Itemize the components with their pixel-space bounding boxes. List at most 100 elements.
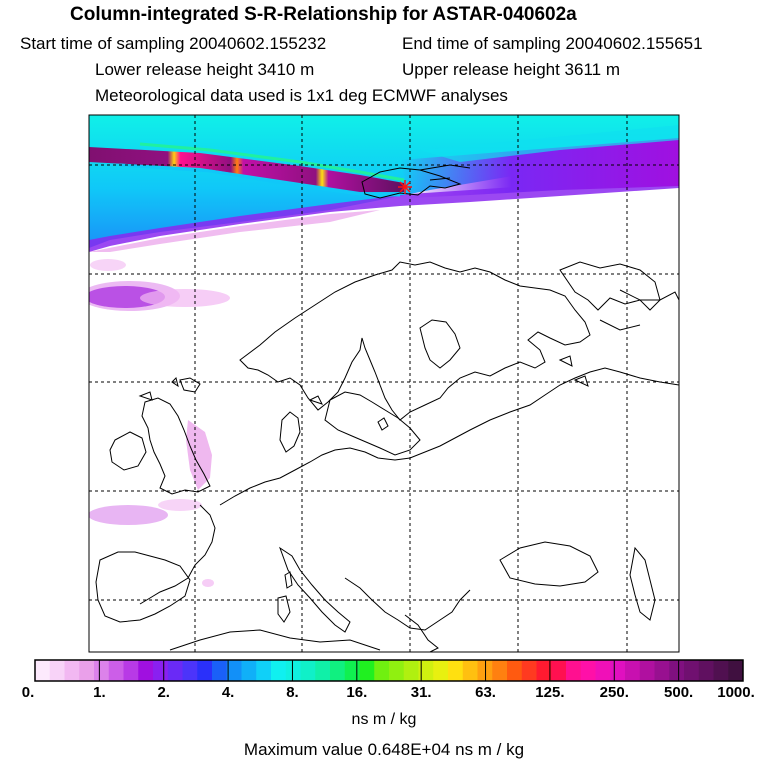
colorbar-cell [256,660,272,681]
colorbar-cell [330,660,346,681]
coastline-iceland [179,377,201,393]
colorbar-cell [300,660,316,681]
plume-core-edge-lower [119,163,401,197]
colorbar-cell [35,660,51,681]
plume-patch-uk [186,420,212,490]
colorbar-cell [285,660,301,681]
colorbar-tick-label: 2. [157,684,170,701]
colorbar-tick-label: 16. [346,684,368,701]
colorbar-cell [610,660,626,681]
coastline-greece [404,614,439,652]
colorbar-cell [462,660,478,681]
coastline-black-sea [499,541,599,587]
colorbar-cell [698,660,714,681]
start-time-label: Start time of sampling 20040602.155232 [20,34,327,53]
colorbar-tick-label: 500. [664,684,694,701]
colorbar-cell [566,660,582,681]
coastline-sardinia [277,595,291,623]
colorbar-cell [507,660,523,681]
plume-patch-atlantic-pink [140,289,230,307]
colorbar-cell [595,660,611,681]
colorbar-cell [197,660,213,681]
colorbar-cell [551,660,567,681]
colorbar-unit-label: ns m / kg [351,711,417,728]
plume-patch-iberia [202,579,214,587]
release-site-marker [398,180,412,194]
colorbar-cell [713,660,729,681]
plume-region-east [400,138,679,198]
concentration-field [89,115,679,587]
coastline-africa [169,629,381,651]
coastline-svalbard [361,167,462,199]
colorbar-cell [684,660,700,681]
colorbar-cells [35,660,744,681]
plume-core-streak [89,147,404,192]
colorbar-cell [241,660,257,681]
colorbar-tick-label: 125. [535,684,565,701]
colorbar-cell [654,660,670,681]
colorbar-frame [34,659,744,682]
colorbar-cell [728,660,744,681]
colorbar-tick-label: 63. [475,684,496,701]
plume-region-pink-fringe [89,210,380,252]
plume-region-violet [89,178,679,252]
colorbar-cell [433,660,449,681]
plume-patch-pink-1 [90,259,126,271]
colorbar-tick-label: 0. [21,684,35,701]
coastline-shetland [138,377,179,401]
colorbar-cell [79,660,95,681]
plume-patch-channel [89,505,168,525]
coastline-caspian [629,546,656,621]
colorbar-tick-label: 8. [286,684,299,701]
colorbar-tick-label: 1000. [717,684,755,701]
colorbar-tick-label: 1. [93,684,106,701]
colorbar-cell [344,660,360,681]
colorbar-cell [94,660,110,681]
plot-title: Column-integrated S-R-Relationship for A… [70,4,577,25]
colorbar-cell [521,660,537,681]
colorbar-cell [226,660,242,681]
colorbar-cell [580,660,596,681]
colorbar-cell [212,660,228,681]
colorbar-cell [403,660,419,681]
colorbar-cell [536,660,552,681]
colorbar-cell [625,660,641,681]
colorbar-cell [138,660,154,681]
coastline-corsica [284,571,293,589]
coastline-scandinavia [239,261,591,421]
met-data-label: Meteorological data used is 1x1 deg ECMW… [95,86,508,105]
coastline-iberia [95,551,191,623]
colorbar-cell [108,660,124,681]
graticule [89,115,679,652]
coastline-gotland [377,417,389,431]
colorbar-cell [389,660,405,681]
lower-release-label: Lower release height 3410 m [95,60,315,79]
colorbar-cell [182,660,198,681]
colorbar-cell [374,660,390,681]
colorbar-cell [49,660,65,681]
colorbar-tick-label: 250. [599,684,629,701]
coastline-novaya-zemlya [599,289,679,331]
colorbar-cell [167,660,183,681]
colorbar-tick-label: 4. [221,684,235,701]
colorbar-cell [359,660,375,681]
coastline-misc [308,355,589,405]
end-time-label: End time of sampling 20040602.155651 [402,34,703,53]
colorbar-cell [669,660,685,681]
colorbar-cell [448,660,464,681]
coastline-jutland [279,411,301,453]
plume-region-east-cyan [420,125,679,162]
colorbar-cell [492,660,508,681]
coastline-ireland [109,431,147,471]
coastline-continent [219,367,679,506]
coastline-baltic [324,391,421,456]
colorbar-cell [64,660,80,681]
colorbar-tick-label: 31. [410,684,432,701]
colorbar-cell [315,660,331,681]
map-frame [88,114,680,653]
plume-patch-channel-2 [158,499,202,511]
coastline-finland [419,319,461,369]
colorbar-cell [153,660,169,681]
